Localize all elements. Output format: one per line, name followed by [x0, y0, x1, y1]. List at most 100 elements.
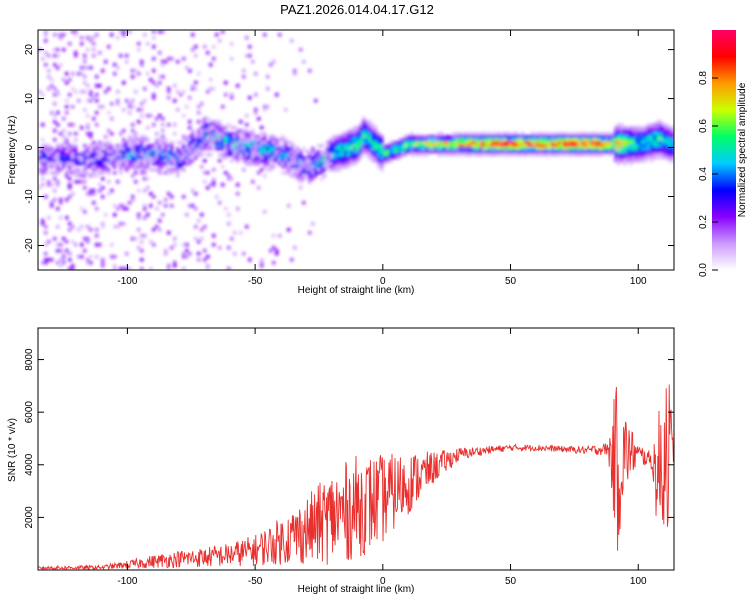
- spectrogram-cell: [299, 159, 303, 163]
- spectrogram-cell: [647, 141, 651, 145]
- spectrogram-cell: [263, 153, 267, 157]
- spectrogram-cell: [215, 33, 219, 37]
- spectrogram-cell: [149, 114, 153, 118]
- spectrogram-cell: [617, 156, 621, 160]
- spectrogram-cell: [629, 144, 633, 148]
- spectrogram-cell: [182, 162, 186, 166]
- spectrogram-cell: [212, 144, 216, 148]
- spectrogram-cell: [620, 132, 624, 136]
- spectrogram-cell: [389, 156, 393, 160]
- spectrogram-cell: [131, 150, 135, 154]
- spectrogram-cell: [44, 153, 48, 157]
- spectrogram-cell: [644, 135, 648, 139]
- spectrogram-cell: [389, 150, 393, 154]
- spectrogram-cell: [122, 159, 126, 163]
- spectrogram-cell: [485, 153, 489, 157]
- spectrogram-cell: [419, 150, 423, 154]
- spectrogram-cell: [473, 150, 477, 154]
- spectrogram-cell: [50, 183, 54, 187]
- spectrogram-cell: [314, 168, 318, 172]
- spectrogram-cell: [44, 39, 48, 43]
- spectrogram-cell: [326, 162, 330, 166]
- spectrogram-cell: [221, 30, 225, 34]
- spectrogram-cell: [350, 135, 354, 139]
- spectrogram-cell: [89, 66, 93, 70]
- spectrogram-cell: [311, 222, 315, 226]
- spectrogram-cell: [272, 159, 276, 163]
- spectrogram-cell: [671, 153, 674, 157]
- spectrogram-cell: [224, 129, 228, 133]
- spectrogram-cell: [56, 180, 60, 184]
- spectrogram-cell: [134, 147, 138, 151]
- spectrogram-cell: [128, 138, 132, 142]
- spectrogram-cell: [50, 147, 54, 151]
- spectrogram-cell: [608, 132, 612, 136]
- spectrogram-cell: [296, 165, 300, 169]
- spectrogram-cell: [89, 156, 93, 160]
- spectrogram-cell: [365, 147, 369, 151]
- spectrogram-cell: [86, 36, 90, 40]
- spectrogram-cell: [56, 147, 60, 151]
- spectrogram-cell: [146, 72, 150, 76]
- spectrogram-cell: [329, 150, 333, 154]
- spectrogram-cell: [620, 159, 624, 163]
- spectrogram-cell: [152, 195, 156, 199]
- spectrogram-cell: [203, 225, 207, 229]
- spectrogram-cell: [245, 156, 249, 160]
- spectrogram-cell: [179, 156, 183, 160]
- spectrogram-cell: [368, 147, 372, 151]
- spectrogram-cell: [635, 126, 639, 130]
- spectrogram-cell: [101, 144, 105, 148]
- spectrogram-cell: [365, 153, 369, 157]
- colorbar: 0.00.20.40.60.8 Normalized spectral ampl…: [698, 30, 748, 277]
- spectrogram-cell: [452, 132, 456, 136]
- spectrogram-cell: [131, 135, 135, 139]
- spectrogram-cell: [122, 156, 126, 160]
- spectrogram-cell: [344, 138, 348, 142]
- spectrogram-cell: [569, 138, 573, 142]
- spectrogram-cell: [338, 156, 342, 160]
- spectrogram-cell: [557, 144, 561, 148]
- spectrogram-cell: [185, 243, 189, 247]
- spectrogram-cell: [425, 147, 429, 151]
- spectrogram-cell: [71, 123, 75, 127]
- spectrogram-cell: [203, 147, 207, 151]
- spectrogram-cell: [656, 150, 660, 154]
- spectrogram-cell: [635, 141, 639, 145]
- spectrogram-cell: [212, 234, 216, 238]
- spectrogram-cell: [644, 132, 648, 136]
- spectrogram-cell: [350, 141, 354, 145]
- spectrogram-cell: [92, 36, 96, 40]
- spectrogram-cell: [545, 132, 549, 136]
- spectrogram-cell: [125, 144, 129, 148]
- spectrogram-frame: [37, 29, 675, 271]
- spectrogram-cell: [584, 132, 588, 136]
- spectrogram-cell: [74, 147, 78, 151]
- spectrogram-cell: [122, 141, 126, 145]
- spectrogram-cell: [536, 147, 540, 151]
- spectrogram-cell: [125, 54, 129, 58]
- spectrogram-cell: [257, 135, 261, 139]
- spectrogram-cell: [332, 156, 336, 160]
- spectrogram-cell: [92, 162, 96, 166]
- spectrogram-cell: [59, 249, 63, 253]
- spectrogram-cell: [113, 159, 117, 163]
- spectrogram-cell: [152, 150, 156, 154]
- spectrogram-cell: [284, 150, 288, 154]
- spectrogram-cell: [215, 135, 219, 139]
- spectrogram-cell: [110, 162, 114, 166]
- spectrogram-cell: [197, 132, 201, 136]
- spectrogram-cell: [128, 144, 132, 148]
- spectrogram-cell: [626, 153, 630, 157]
- spectrogram-cell: [653, 129, 657, 133]
- spectrogram-cell: [116, 162, 120, 166]
- spectrogram-cell: [200, 228, 204, 232]
- spectrogram-cell: [638, 141, 642, 145]
- spectrogram-cell: [626, 144, 630, 148]
- spectrogram-cell: [218, 246, 222, 250]
- spectrogram-cell: [50, 204, 54, 208]
- spectrogram-cell: [332, 147, 336, 151]
- spectrogram-cell: [128, 30, 132, 34]
- spectrogram-cell: [431, 144, 435, 148]
- spectrogram-cell: [584, 147, 588, 151]
